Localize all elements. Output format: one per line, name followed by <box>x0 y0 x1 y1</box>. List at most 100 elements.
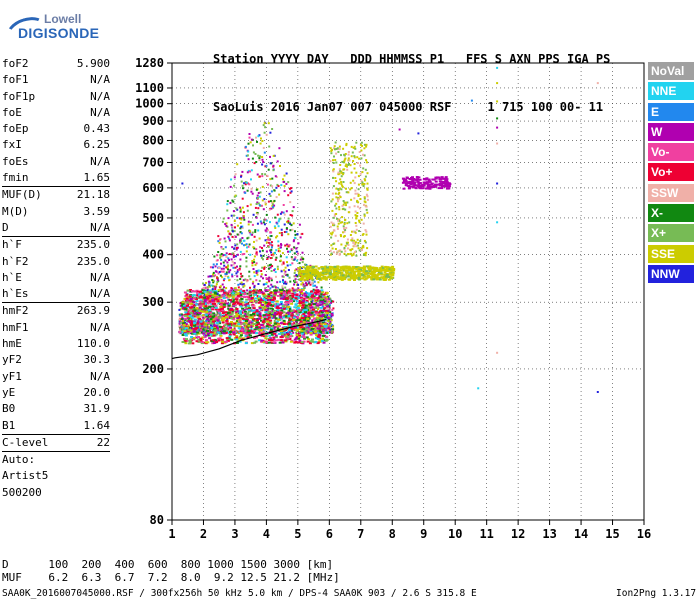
echo-point <box>262 295 266 298</box>
echo-point <box>212 342 216 344</box>
echo-point <box>270 279 273 282</box>
echo-point <box>244 342 248 345</box>
echo-point <box>184 313 188 316</box>
echo-point <box>364 241 367 244</box>
echo-point <box>303 336 307 339</box>
echo-point <box>334 177 337 179</box>
echo-point <box>199 295 203 298</box>
echo-point <box>266 312 270 315</box>
echo-point <box>255 188 258 191</box>
echo-point <box>311 319 314 322</box>
echo-point <box>233 184 236 187</box>
echo-point <box>273 199 276 202</box>
echo-point <box>241 337 245 340</box>
echo-point <box>232 263 235 266</box>
echo-point <box>306 265 310 268</box>
echo-point <box>304 274 308 277</box>
echo-point <box>214 292 218 295</box>
echo-point <box>316 316 320 319</box>
echo-point <box>288 309 292 312</box>
lowell-digisonde-logo: Lowell DIGISONDE <box>2 8 99 52</box>
echo-point <box>187 309 191 312</box>
echo-point <box>329 313 332 316</box>
echo-point <box>255 216 258 219</box>
echo-point <box>391 272 395 275</box>
echo-point <box>245 256 248 259</box>
echo-point <box>260 291 264 294</box>
echo-point <box>255 313 258 316</box>
echo-point <box>361 144 363 147</box>
echo-point <box>186 313 190 315</box>
echo-point <box>253 240 255 243</box>
echo-point <box>213 255 216 258</box>
echo-point <box>268 239 271 241</box>
echo-point <box>288 300 292 303</box>
echo-point <box>220 319 224 322</box>
echo-point <box>221 312 225 315</box>
echo-point <box>183 330 187 333</box>
echo-point <box>331 300 333 303</box>
echo-point <box>297 252 300 255</box>
echo-point <box>249 325 253 328</box>
echo-point <box>286 331 289 334</box>
echo-point <box>317 281 320 284</box>
echo-point <box>328 317 331 320</box>
echo-point <box>210 324 212 327</box>
echo-point <box>328 307 331 310</box>
echo-point <box>255 310 259 313</box>
echo-point <box>227 295 231 298</box>
echo-point <box>296 317 299 320</box>
echo-point <box>229 328 232 331</box>
echo-point <box>363 143 366 146</box>
echo-point <box>264 299 267 302</box>
echo-point <box>215 331 217 334</box>
echo-point <box>222 254 225 257</box>
echo-point <box>344 266 348 269</box>
echo-point <box>353 279 356 281</box>
param-name: foF1 <box>2 73 29 87</box>
echo-point <box>232 266 235 269</box>
echo-point <box>303 271 307 274</box>
echo-point <box>230 264 233 267</box>
param-value: N/A <box>90 369 110 383</box>
echo-point <box>210 301 214 304</box>
param-name: fxI <box>2 138 22 152</box>
echo-point <box>265 341 268 344</box>
echo-point <box>256 314 260 317</box>
echo-point <box>265 295 269 298</box>
echo-point <box>364 205 367 208</box>
echo-point <box>294 337 298 340</box>
param-row: Auto: <box>2 452 110 468</box>
echo-point <box>286 247 288 250</box>
echo-point <box>265 213 268 216</box>
echo-point <box>298 335 301 338</box>
echo-point <box>247 324 251 327</box>
echo-point <box>294 310 298 313</box>
echo-point <box>287 250 289 253</box>
echo-point <box>349 273 352 276</box>
echo-point <box>195 307 199 310</box>
echo-point <box>191 332 195 335</box>
echo-point <box>269 231 272 234</box>
echo-point <box>189 298 193 300</box>
echo-point <box>189 312 193 314</box>
echo-point <box>341 216 344 219</box>
echo-point <box>204 327 208 330</box>
echo-point <box>302 284 305 287</box>
echo-point <box>223 237 226 240</box>
echo-point <box>315 328 318 331</box>
echo-point <box>279 322 283 325</box>
param-name: MUF(D) <box>2 188 42 202</box>
echo-point <box>362 246 365 249</box>
echo-point <box>282 333 286 336</box>
echo-point <box>298 262 301 265</box>
echo-point <box>269 184 272 187</box>
echo-point <box>323 300 327 303</box>
echo-point <box>390 267 394 270</box>
echo-point <box>225 272 228 275</box>
echo-point <box>327 276 331 279</box>
echo-point <box>184 318 187 321</box>
echo-point <box>270 235 273 237</box>
echo-point <box>210 313 214 316</box>
echo-point <box>226 339 230 342</box>
